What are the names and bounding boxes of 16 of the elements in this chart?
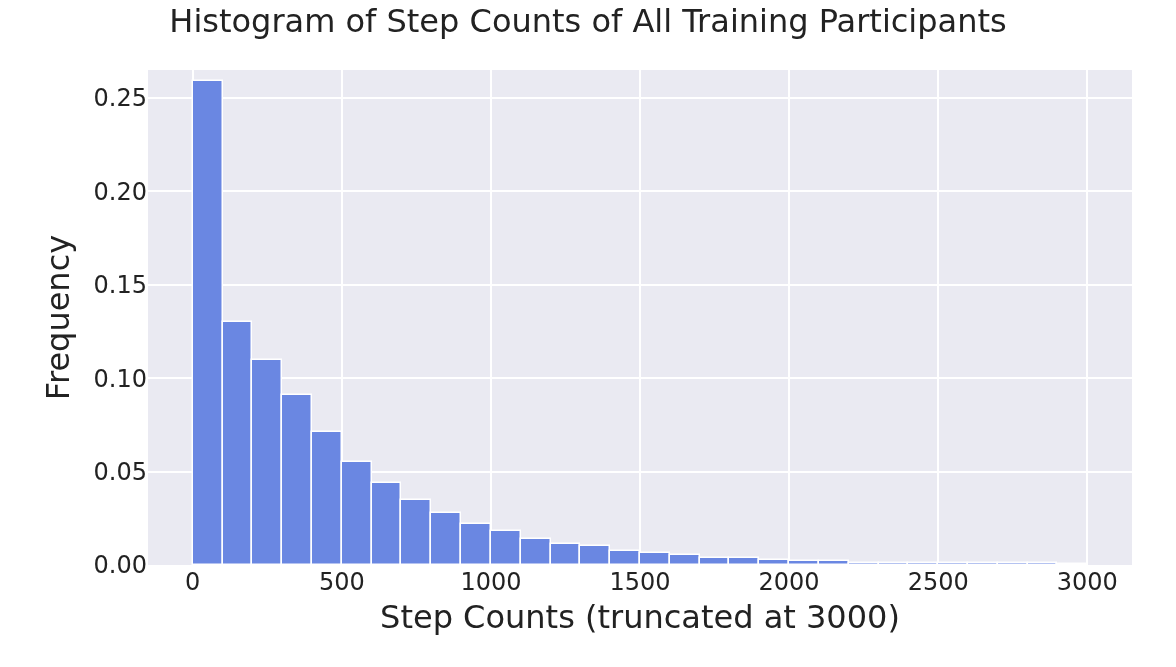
x-tick-label: 2000: [758, 568, 820, 596]
x-tick-label: 2500: [907, 568, 969, 596]
x-tick-label: 1000: [460, 568, 522, 596]
y-axis-title: Frequency: [38, 234, 77, 401]
y-tick-label: 0.05: [93, 458, 147, 486]
y-tick-label: 0.10: [93, 364, 147, 393]
x-tick-label: 0: [185, 568, 201, 596]
y-tick-label: 0.15: [93, 271, 147, 300]
y-tick-label: 0.25: [93, 84, 147, 113]
y-tick-label: 0.20: [93, 177, 147, 206]
x-tick-label: 3000: [1056, 568, 1118, 596]
x-tick-label: 1500: [609, 568, 671, 596]
x-tick-label: 500: [318, 568, 365, 596]
y-tick-label: 0.00: [93, 551, 147, 580]
x-axis-title: Step Counts (truncated at 3000): [380, 597, 900, 636]
chart-title: Histogram of Step Counts of All Training Participants: [169, 2, 1007, 41]
